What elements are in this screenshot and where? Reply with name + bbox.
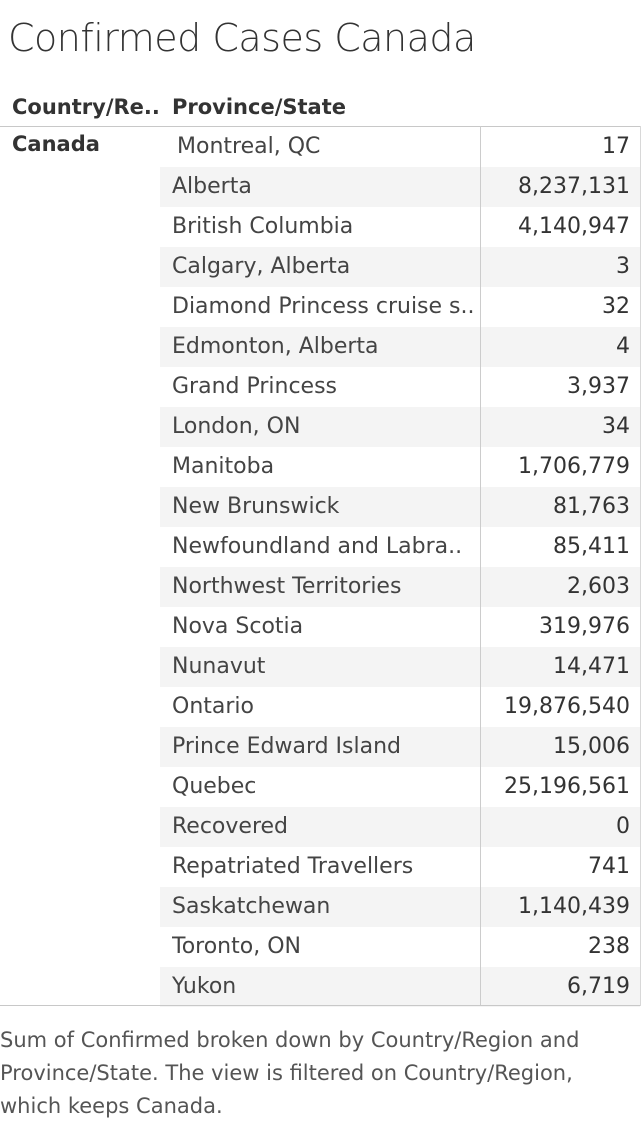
column-divider — [480, 126, 481, 1006]
table-row[interactable]: Calgary, Alberta 3 — [160, 247, 640, 287]
province-label: Quebec — [172, 774, 257, 799]
table-row[interactable]: Saskatchewan 1,140,439 — [160, 887, 640, 927]
province-label: London, ON — [172, 414, 301, 439]
confirmed-value: 85,411 — [553, 534, 630, 559]
confirmed-value: 15,006 — [553, 734, 630, 759]
table-row[interactable]: Montreal, QC 17 — [160, 127, 640, 167]
table-row[interactable]: Manitoba 1,706,779 — [160, 447, 640, 487]
confirmed-value: 1,706,779 — [518, 454, 630, 479]
province-label: Grand Princess — [172, 374, 338, 399]
confirmed-value: 4,140,947 — [518, 214, 630, 239]
province-label: Repatriated Travellers — [172, 854, 414, 879]
confirmed-value: 741 — [588, 854, 630, 879]
table-row[interactable]: Diamond Princess cruise s.. 32 — [160, 287, 640, 327]
confirmed-value: 1,140,439 — [518, 894, 630, 919]
table-row[interactable]: Toronto, ON 238 — [160, 927, 640, 967]
province-label: Recovered — [172, 814, 289, 839]
table-row[interactable]: Alberta 8,237,131 — [160, 167, 640, 207]
confirmed-value: 319,976 — [539, 614, 630, 639]
province-label: Saskatchewan — [172, 894, 331, 919]
province-label: Diamond Princess cruise s.. — [172, 294, 475, 319]
confirmed-value: 2,603 — [567, 574, 630, 599]
table-row[interactable]: British Columbia 4,140,947 — [160, 207, 640, 247]
table-row[interactable]: New Brunswick 81,763 — [160, 487, 640, 527]
chart-caption: Sum of Confirmed broken down by Country/… — [0, 1028, 580, 1118]
confirmed-value: 25,196,561 — [504, 774, 630, 799]
confirmed-value: 238 — [588, 934, 630, 959]
province-label: Prince Edward Island — [172, 734, 402, 759]
table-row[interactable]: Recovered 0 — [160, 807, 640, 847]
table-row[interactable]: Quebec 25,196,561 — [160, 767, 640, 807]
province-label: New Brunswick — [172, 494, 340, 519]
province-label: Northwest Territories — [172, 574, 402, 599]
confirmed-value: 81,763 — [553, 494, 630, 519]
table-row[interactable]: Edmonton, Alberta 4 — [160, 327, 640, 367]
confirmed-value: 3 — [616, 254, 630, 279]
table-row[interactable]: Ontario 19,876,540 — [160, 687, 640, 727]
province-label: Calgary, Alberta — [172, 254, 351, 279]
province-label: Yukon — [172, 974, 237, 999]
confirmed-value: 4 — [616, 334, 630, 359]
table-row[interactable]: Yukon 6,719 — [160, 967, 640, 1007]
column-header-province[interactable]: Province/State — [172, 95, 346, 119]
confirmed-value: 34 — [602, 414, 630, 439]
province-label: Ontario — [172, 694, 254, 719]
confirmed-value: 6,719 — [567, 974, 630, 999]
country-label-canada: Canada — [12, 132, 100, 156]
table-right-edge — [640, 126, 641, 1006]
table-row[interactable]: Prince Edward Island 15,006 — [160, 727, 640, 767]
header-divider — [0, 126, 640, 127]
province-label: Alberta — [172, 174, 252, 199]
province-label: Newfoundland and Labra.. — [172, 534, 463, 559]
province-label: Montreal, QC — [177, 134, 321, 159]
province-label: Nunavut — [172, 654, 266, 679]
table-row[interactable]: Grand Princess 3,937 — [160, 367, 640, 407]
column-header-country[interactable]: Country/Re.. — [12, 95, 160, 119]
province-label: Edmonton, Alberta — [172, 334, 379, 359]
province-label: Manitoba — [172, 454, 275, 479]
table-row[interactable]: London, ON 34 — [160, 407, 640, 447]
confirmed-value: 3,937 — [567, 374, 630, 399]
confirmed-value: 32 — [602, 294, 630, 319]
confirmed-value: 19,876,540 — [504, 694, 630, 719]
table-bottom-divider — [0, 1005, 640, 1006]
table-row[interactable]: Nunavut 14,471 — [160, 647, 640, 687]
table-row[interactable]: Northwest Territories 2,603 — [160, 567, 640, 607]
table-row[interactable]: Nova Scotia 319,976 — [160, 607, 640, 647]
chart-title: Confirmed Cases Canada — [8, 16, 476, 60]
table-row[interactable]: Newfoundland and Labra.. 85,411 — [160, 527, 640, 567]
confirmed-value: 17 — [602, 134, 630, 159]
province-label: British Columbia — [172, 214, 354, 239]
confirmed-value: 8,237,131 — [518, 174, 630, 199]
table-row[interactable]: Repatriated Travellers 741 — [160, 847, 640, 887]
table-body: Montreal, QC 17 Alberta 8,237,131 British Co… — [160, 127, 640, 1007]
province-label: Nova Scotia — [172, 614, 304, 639]
confirmed-value: 14,471 — [553, 654, 630, 679]
confirmed-value: 0 — [616, 814, 630, 839]
province-label: Toronto, ON — [172, 934, 301, 959]
